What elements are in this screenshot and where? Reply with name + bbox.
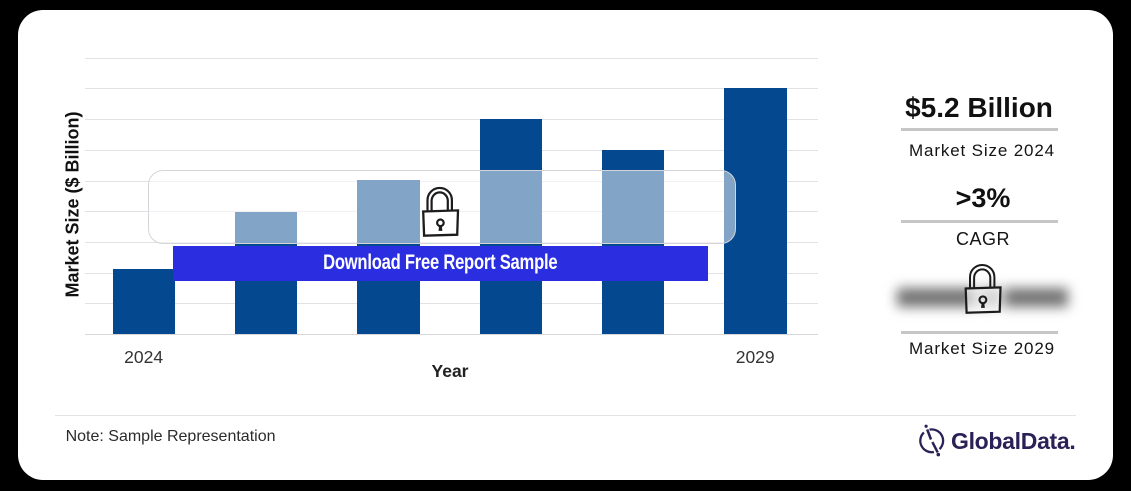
svg-text:GlobalData.: GlobalData. xyxy=(951,428,1076,454)
